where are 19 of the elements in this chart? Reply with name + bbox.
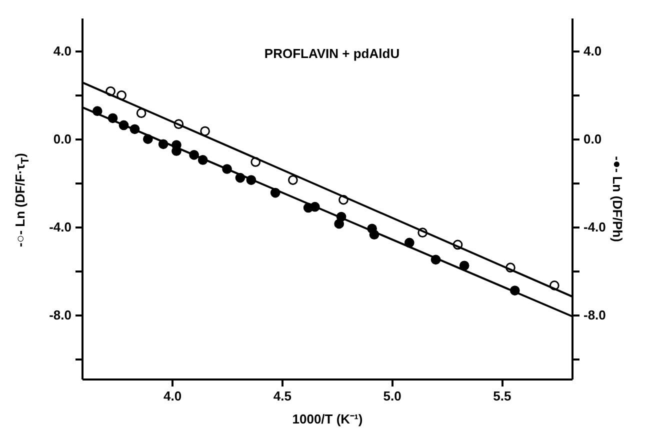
- y-tick-label: 4.0: [53, 44, 72, 59]
- y-tick-label: -4.0: [49, 220, 72, 235]
- x-axis-title: 1000/T (K⁻¹): [292, 412, 363, 426]
- y2-tick-label: -8.0: [584, 308, 606, 323]
- y2-axis-title: -●- Ln (DF/Ph): [610, 156, 625, 242]
- point: [334, 218, 344, 229]
- x-tick-label: 5.5: [493, 388, 512, 404]
- x-tick-label: 5.0: [383, 388, 402, 404]
- point: [288, 175, 298, 185]
- y2-tick-label: 0.0: [584, 132, 602, 147]
- x-tick-label: 4.5: [273, 388, 292, 404]
- point: [200, 126, 210, 136]
- point: [136, 108, 146, 118]
- y-tick-label: 0.0: [53, 132, 72, 147]
- y2-tick-label: 4.0: [584, 44, 602, 59]
- x-tick-label: 4.0: [164, 388, 182, 404]
- annotation: PROFLAVIN + pdAldU: [264, 46, 400, 61]
- y2-tick-label: -4.0: [584, 220, 606, 235]
- y-tick-label: -8.0: [49, 308, 72, 323]
